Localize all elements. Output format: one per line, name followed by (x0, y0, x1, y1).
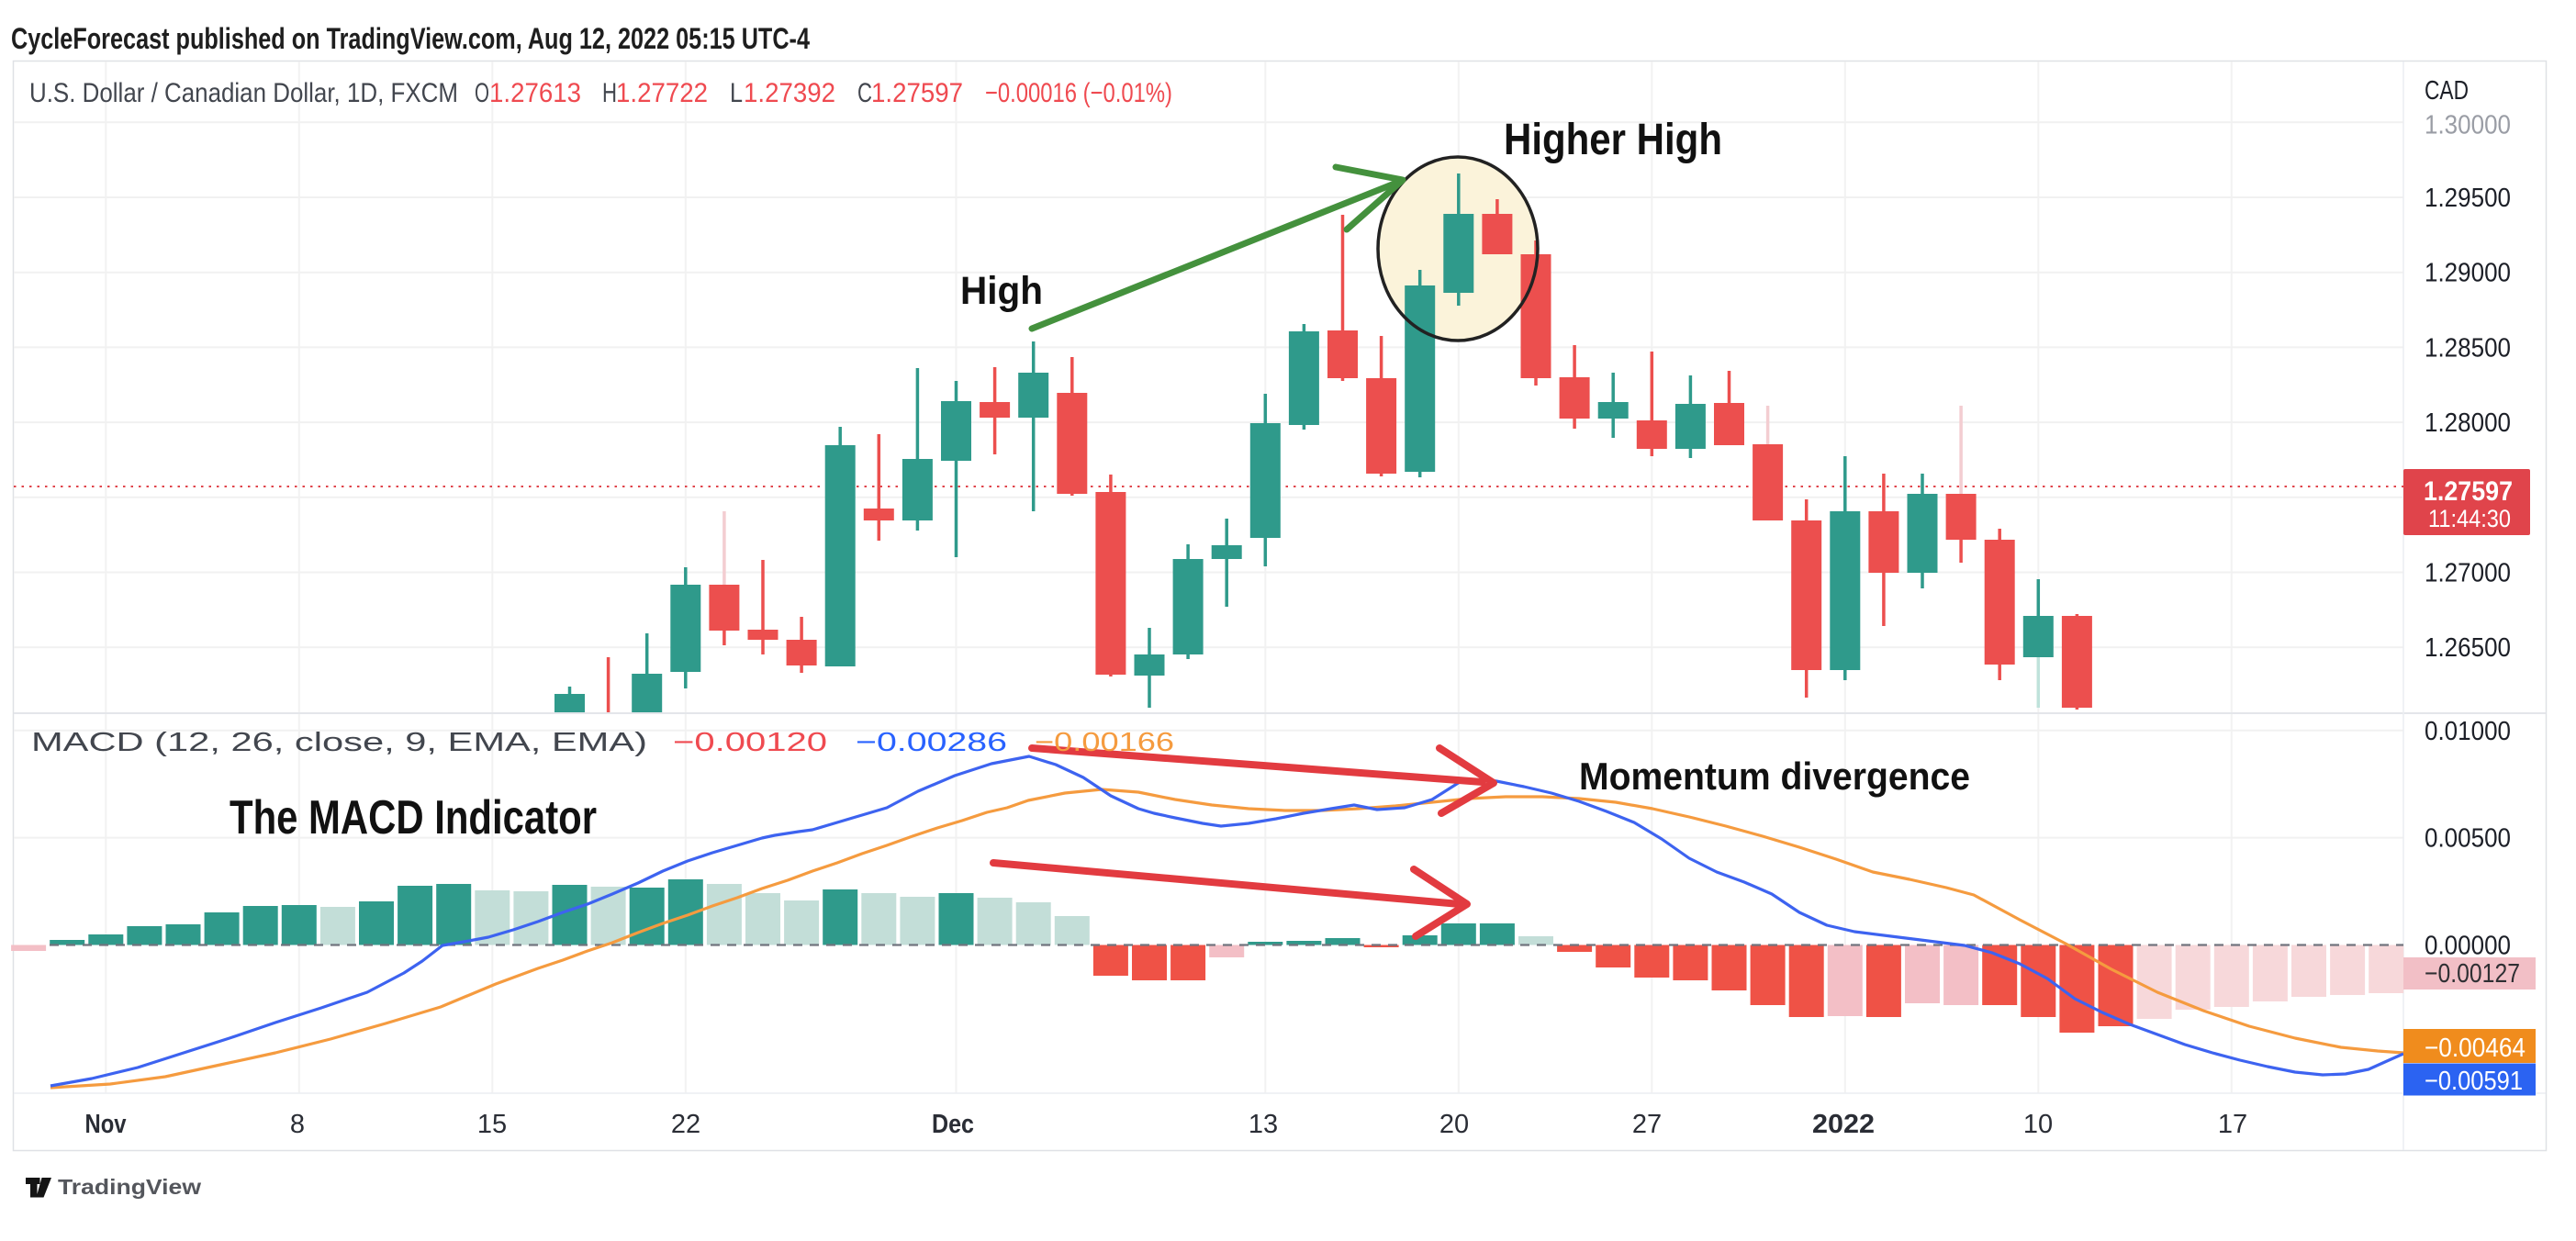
svg-text:15: 15 (477, 1110, 507, 1139)
svg-text:2022: 2022 (1812, 1110, 1875, 1139)
svg-text:CycleForecast published on Tra: CycleForecast published on TradingView.c… (11, 22, 810, 55)
svg-text:−0.00464: −0.00464 (2425, 1034, 2526, 1063)
svg-text:Nov: Nov (85, 1110, 127, 1139)
svg-text:L: L (730, 78, 743, 108)
svg-text:−0.00016 (−0.01%): −0.00016 (−0.01%) (985, 78, 1172, 108)
svg-text:1.26500: 1.26500 (2425, 633, 2511, 663)
svg-text:CAD: CAD (2425, 76, 2469, 106)
svg-text:1.28000: 1.28000 (2425, 408, 2511, 438)
svg-text:13: 13 (1249, 1110, 1278, 1139)
svg-text:Momentum divergence: Momentum divergence (1579, 755, 1970, 798)
svg-text:−0.00166: −0.00166 (1035, 728, 1174, 757)
svg-text:H: H (602, 78, 617, 108)
svg-text:8: 8 (290, 1110, 305, 1139)
svg-text:1.27000: 1.27000 (2425, 559, 2511, 588)
svg-text:1.27597: 1.27597 (871, 78, 963, 108)
svg-text:17: 17 (2218, 1110, 2247, 1139)
svg-text:TradingView: TradingView (58, 1175, 201, 1199)
svg-text:20: 20 (1439, 1110, 1469, 1139)
svg-text:−0.00591: −0.00591 (2425, 1067, 2523, 1096)
svg-text:The MACD Indicator: The MACD Indicator (230, 791, 597, 844)
svg-text:1.28500: 1.28500 (2425, 333, 2511, 363)
svg-text:1.27722: 1.27722 (616, 78, 708, 108)
svg-text:−0.00127: −0.00127 (2425, 959, 2520, 989)
svg-text:U.S. Dollar / Canadian Dollar,: U.S. Dollar / Canadian Dollar, 1D, FXCM (29, 78, 458, 108)
svg-text:Higher High: Higher High (1504, 116, 1722, 164)
svg-text:0.01000: 0.01000 (2425, 717, 2511, 746)
svg-text:O: O (475, 78, 489, 108)
svg-text:27: 27 (1632, 1110, 1662, 1139)
svg-text:Dec: Dec (932, 1110, 974, 1139)
svg-text:22: 22 (671, 1110, 700, 1139)
svg-text:0.00000: 0.00000 (2425, 932, 2511, 961)
svg-text:1.29500: 1.29500 (2425, 184, 2511, 213)
svg-text:1.27597: 1.27597 (2424, 476, 2513, 507)
svg-text:1.29000: 1.29000 (2425, 259, 2511, 288)
svg-text:0.00500: 0.00500 (2425, 824, 2511, 854)
svg-text:High: High (960, 269, 1043, 313)
svg-text:1.27613: 1.27613 (489, 78, 581, 108)
svg-text:C: C (857, 78, 872, 108)
svg-text:MACD (12, 26, close, 9, EMA, E: MACD (12, 26, close, 9, EMA, EMA) (31, 728, 647, 757)
svg-text:11:44:30: 11:44:30 (2428, 505, 2511, 532)
svg-text:10: 10 (2023, 1110, 2053, 1139)
svg-text:−0.00286: −0.00286 (856, 728, 1007, 757)
svg-text:1.27392: 1.27392 (744, 78, 835, 108)
svg-text:1.30000: 1.30000 (2425, 111, 2511, 140)
svg-text:−0.00120: −0.00120 (673, 728, 827, 757)
